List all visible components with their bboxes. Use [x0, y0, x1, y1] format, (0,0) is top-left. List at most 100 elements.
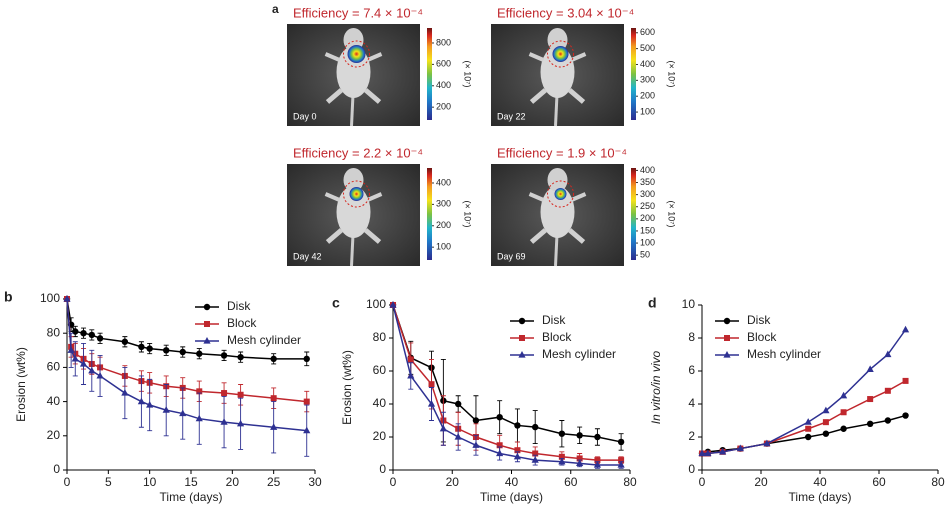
series-line	[66, 298, 307, 432]
colorbar-tick-label: 50	[640, 250, 650, 260]
marker	[558, 457, 566, 465]
marker	[195, 414, 203, 422]
y-axis-label: Erosion (wt%)	[340, 350, 354, 425]
marker	[822, 419, 829, 426]
panel-label: b	[4, 289, 13, 305]
x-tick-label: 60	[564, 475, 578, 489]
mouse-body	[336, 186, 371, 238]
marker	[220, 418, 228, 425]
signal-spot	[349, 187, 364, 201]
marker	[576, 455, 583, 462]
colorbar-tick-label: 200	[436, 220, 451, 230]
marker	[704, 449, 712, 457]
legend-label: Mesh cylinder	[542, 347, 616, 361]
efficiency-label: Efficiency = 7.4 × 10⁻⁴	[293, 5, 423, 20]
marker	[121, 389, 129, 396]
x-tick-label: 0	[390, 475, 397, 489]
y-tick-label: 0	[379, 462, 386, 476]
marker	[121, 338, 129, 345]
marker	[496, 414, 503, 421]
signal-spot	[554, 188, 567, 200]
colorbar-tick-label: 350	[640, 177, 655, 187]
marker	[866, 420, 874, 427]
legend-marker	[518, 351, 526, 358]
marker	[840, 425, 847, 432]
panel-label: c	[332, 295, 340, 311]
y-axis-label: In vitro/in vivo	[649, 350, 663, 424]
roi-circle	[343, 40, 370, 68]
marker	[496, 449, 504, 457]
legend-label: Disk	[227, 299, 251, 313]
marker	[63, 295, 71, 302]
marker	[763, 439, 771, 447]
colorbar-tick-label: 300	[640, 189, 655, 199]
marker	[71, 354, 79, 362]
y-tick-label: 40	[373, 396, 387, 410]
marker	[576, 432, 583, 439]
marker	[513, 452, 522, 460]
marker	[163, 347, 170, 354]
marker	[179, 409, 187, 417]
efficiency-label: Efficiency = 3.04 × 10⁻⁴	[497, 5, 634, 20]
x-axis-label: Time (days)	[480, 490, 543, 504]
y-tick-label: 80	[47, 325, 61, 339]
mouse-arm	[324, 192, 341, 202]
series-line	[66, 298, 307, 360]
colorbar-tick-label: 200	[640, 213, 655, 223]
mouse-arm	[570, 192, 587, 202]
colorbar	[631, 28, 636, 120]
y-axis-label: Erosion (wt%)	[14, 347, 28, 422]
colorbar-tick-label: 300	[640, 75, 655, 85]
day-label: Day 22	[497, 111, 526, 121]
marker	[698, 449, 706, 457]
marker	[179, 348, 186, 356]
y-tick-label: 4	[688, 396, 695, 410]
mouse-arm	[366, 52, 383, 62]
day-label: Day 0	[293, 111, 317, 121]
colorbar-tick-label: 200	[436, 102, 451, 112]
y-tick-label: 10	[682, 297, 696, 311]
marker	[804, 418, 812, 425]
roi-circle	[547, 40, 574, 68]
mouse-arm	[570, 52, 587, 62]
x-tick-label: 0	[64, 475, 71, 489]
panel-label: a	[272, 2, 279, 16]
marker	[618, 457, 625, 464]
x-tick-label: 15	[184, 475, 198, 489]
marker	[884, 387, 891, 394]
y-tick-label: 8	[688, 330, 695, 344]
y-tick-label: 80	[373, 330, 387, 344]
marker	[866, 365, 874, 372]
marker	[303, 355, 310, 363]
marker	[454, 400, 462, 408]
marker	[270, 355, 277, 363]
colorbar-unit: (× 10⁷)	[463, 60, 473, 87]
marker	[303, 398, 310, 405]
marker	[67, 346, 75, 353]
marker	[736, 444, 744, 452]
legend-marker	[203, 337, 211, 344]
signal-spot	[552, 46, 569, 62]
marker	[617, 461, 625, 468]
x-tick-label: 60	[872, 475, 886, 489]
colorbar-tick-label: 800	[436, 37, 451, 47]
marker	[270, 423, 278, 430]
marker	[454, 433, 462, 440]
legend-label: Disk	[542, 313, 566, 327]
x-tick-label: 80	[623, 475, 637, 489]
marker	[805, 433, 812, 441]
marker	[719, 447, 727, 455]
y-tick-label: 60	[373, 363, 387, 377]
marker	[867, 396, 874, 403]
marker	[407, 371, 415, 379]
marker	[88, 366, 96, 374]
mouse-leg	[529, 228, 548, 244]
x-tick-label: 10	[143, 475, 157, 489]
mouse-leg	[363, 228, 382, 244]
x-tick-label: 25	[267, 475, 281, 489]
mouse-arm	[528, 192, 545, 202]
x-tick-label: 20	[754, 475, 768, 489]
marker	[79, 359, 88, 367]
mouse-arm	[324, 52, 341, 62]
marker	[558, 453, 565, 460]
